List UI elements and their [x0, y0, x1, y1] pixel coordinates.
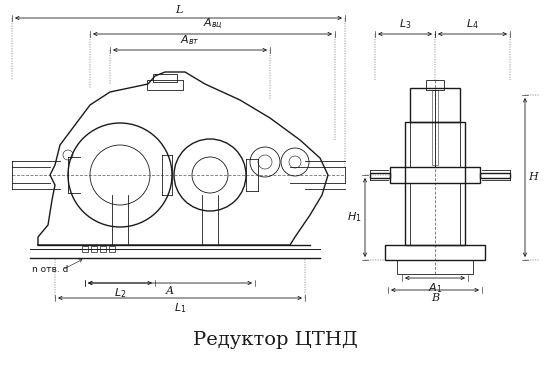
Bar: [91, 246, 97, 252]
Bar: [147, 80, 183, 90]
Text: n отв. d: n отв. d: [32, 265, 68, 274]
Bar: [109, 246, 115, 252]
Text: $A_{вт}$: $A_{вт}$: [180, 33, 200, 47]
Bar: [405, 122, 465, 245]
Bar: [82, 246, 88, 252]
Bar: [390, 167, 480, 183]
Text: $A_1$: $A_1$: [428, 281, 442, 295]
Bar: [385, 245, 485, 260]
Bar: [410, 122, 460, 167]
Bar: [426, 80, 444, 90]
Bar: [397, 260, 473, 274]
Text: $A_{вц}$: $A_{вц}$: [202, 16, 222, 31]
Text: $L_3$: $L_3$: [399, 17, 411, 31]
Text: Редуктор ЦТНД: Редуктор ЦТНД: [192, 331, 358, 349]
Bar: [410, 88, 460, 122]
Bar: [480, 173, 510, 178]
Text: A: A: [166, 286, 174, 296]
Bar: [370, 173, 390, 178]
Bar: [432, 90, 438, 165]
Text: B: B: [431, 293, 439, 303]
Text: $L_1$: $L_1$: [174, 301, 186, 315]
Text: L: L: [175, 5, 182, 15]
Bar: [410, 183, 460, 245]
Text: H: H: [528, 172, 538, 183]
Text: $L_2$: $L_2$: [114, 286, 126, 300]
Text: $H_1$: $H_1$: [348, 210, 362, 224]
Bar: [100, 246, 106, 252]
Text: $L_4$: $L_4$: [466, 17, 479, 31]
Bar: [153, 74, 177, 82]
